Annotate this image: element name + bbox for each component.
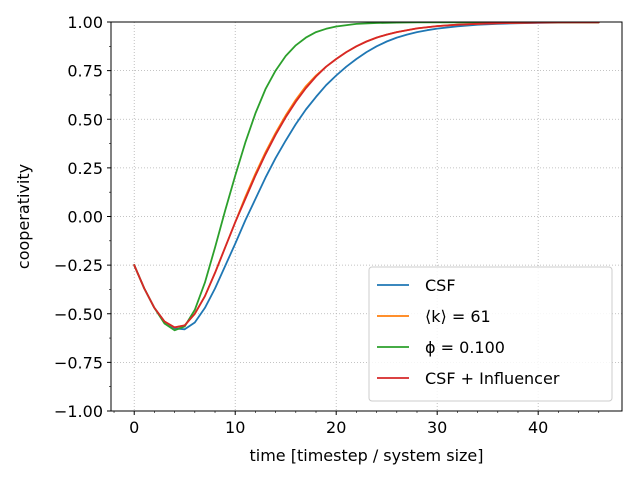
y-tick-label: −1.00: [54, 402, 103, 421]
y-tick-label: 0.50: [67, 110, 103, 129]
x-tick-label: 10: [225, 418, 245, 437]
y-tick-label: −0.50: [54, 305, 103, 324]
series-lines: [133, 21, 600, 332]
x-tick-label: 30: [427, 418, 447, 437]
legend-entry-label: ϕ = 0.100: [425, 338, 505, 357]
y-tick-label: 0.75: [67, 62, 103, 81]
axis-ticks: 0 10 20 30 40 −1.00 −0.75 −0.50 −0.25 0.00 0.25 0.5…: [54, 13, 600, 437]
legend: CSF ⟨k⟩ = 61 ϕ = 0.100 CSF + Influencer: [368, 266, 613, 402]
y-tick-label: −0.75: [54, 353, 103, 372]
y-tick-label: 1.00: [67, 13, 103, 32]
x-axis-label: time [timestep / system size]: [250, 446, 484, 465]
y-axis-label: cooperativity: [14, 164, 33, 269]
series-line: [133, 21, 600, 329]
legend-entry-label: CSF + Influencer: [425, 369, 560, 388]
series-line: [133, 21, 600, 331]
y-tick-label: −0.25: [54, 256, 103, 275]
y-tick-label: 0.00: [67, 208, 103, 227]
x-tick-label: 20: [326, 418, 346, 437]
legend-box: [368, 266, 613, 402]
y-tick-label: 0.25: [67, 159, 103, 178]
legend-entry-label: CSF: [425, 276, 456, 295]
x-tick-label: 0: [129, 418, 139, 437]
x-tick-label: 40: [528, 418, 548, 437]
legend-entry-label: ⟨k⟩ = 61: [425, 307, 491, 326]
